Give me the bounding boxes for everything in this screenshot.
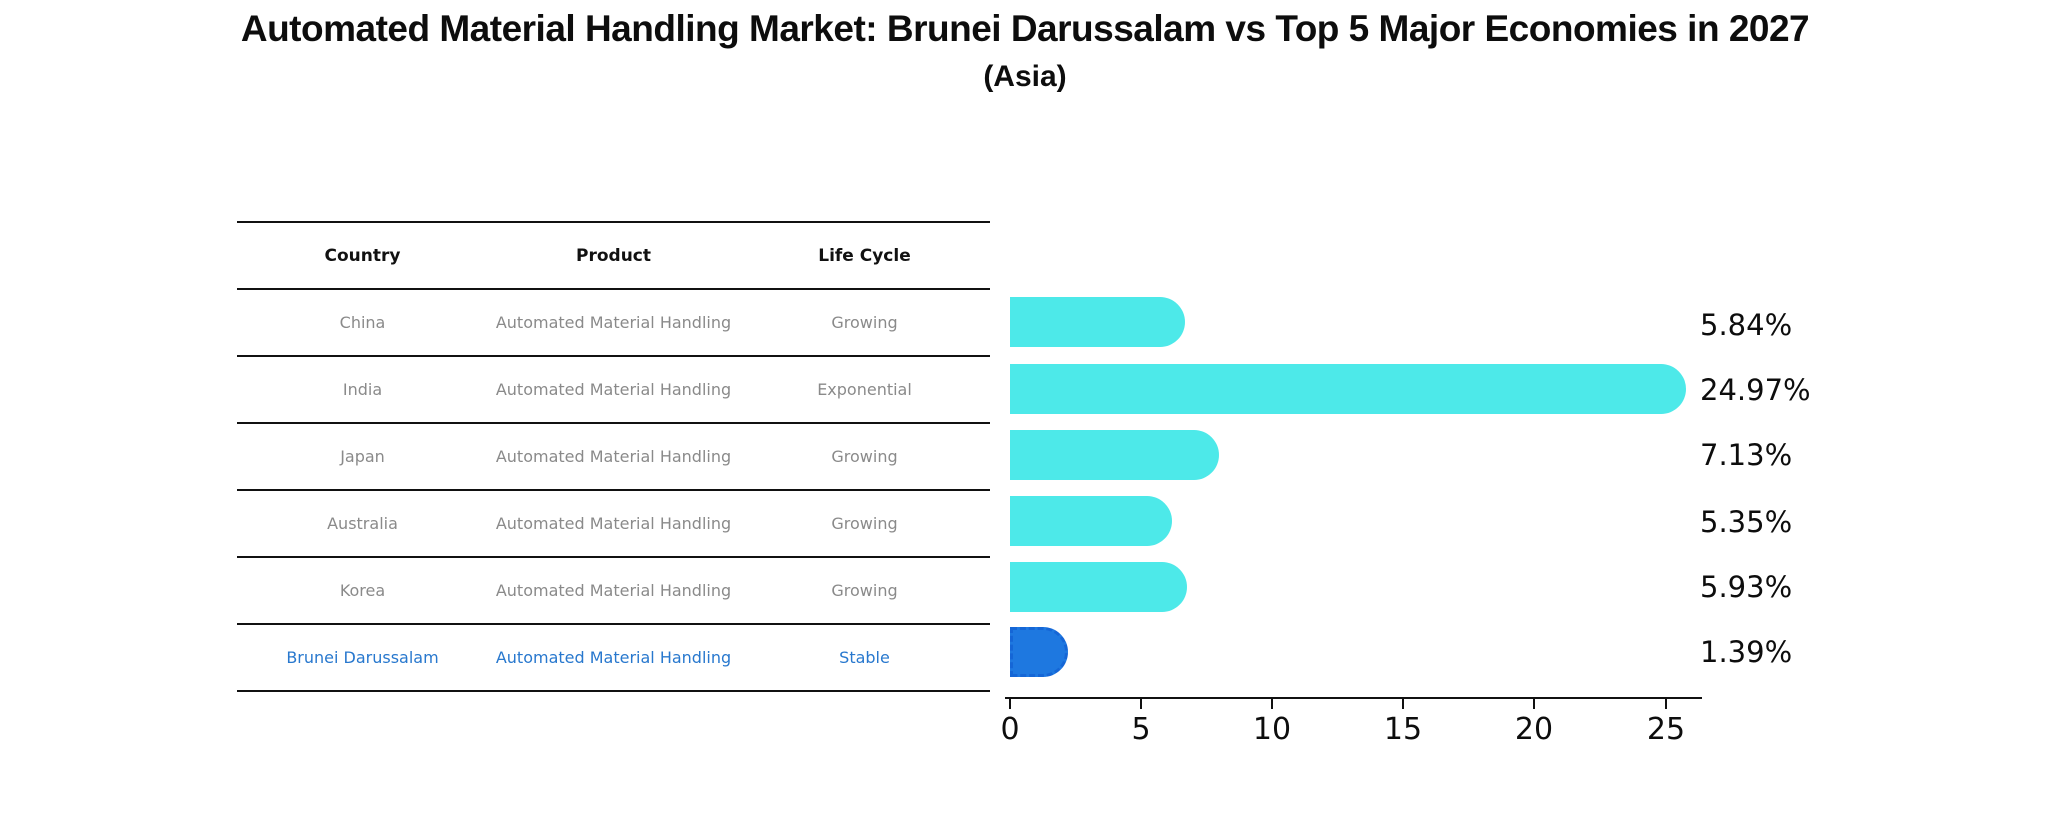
column-header-country: Country (324, 245, 401, 266)
page-subtitle: (Asia) (983, 60, 1067, 93)
bar-value-label: 1.39% (1700, 635, 1793, 669)
cell-life-cycle: Stable (839, 648, 890, 667)
x-axis-tick (1665, 699, 1667, 709)
bar-value-label: 5.84% (1700, 308, 1793, 342)
cell-product: Automated Material Handling (495, 447, 732, 466)
x-axis-tick-label: 20 (1514, 712, 1554, 747)
bar-value-label: 7.13% (1700, 438, 1793, 472)
table-row: India Automated Material Handling Expone… (237, 357, 990, 424)
chart-bar-india (1010, 364, 1686, 414)
bar-value-label: 5.93% (1700, 570, 1793, 604)
table-row: Australia Automated Material Handling Gr… (237, 491, 990, 558)
x-axis-tick-label: 10 (1252, 712, 1292, 747)
cell-life-cycle: Exponential (817, 380, 912, 399)
chart-bar-australia (1010, 496, 1172, 546)
x-axis-tick (1140, 699, 1142, 709)
cell-product: Automated Material Handling (495, 648, 732, 667)
page-title: Automated Material Handling Market: Brun… (240, 8, 1810, 49)
column-header-product: Product (576, 245, 651, 266)
chart-bar-china (1010, 297, 1185, 347)
x-axis-tick (1271, 699, 1273, 709)
cell-life-cycle: Growing (831, 447, 898, 466)
table-header-row: Country Product Life Cycle (237, 223, 990, 290)
x-axis-tick-label: 5 (1131, 712, 1151, 747)
cell-country: India (342, 380, 383, 399)
chart-bar-korea (1010, 562, 1187, 612)
x-axis-tick-label: 0 (1000, 712, 1020, 747)
x-axis-tick-label: 15 (1383, 712, 1423, 747)
table-row: China Automated Material Handling Growin… (237, 290, 990, 357)
table-row-brunei-highlight: Brunei Darussalam Automated Material Han… (237, 625, 990, 692)
cell-country: China (339, 313, 386, 332)
cell-product: Automated Material Handling (495, 581, 732, 600)
chart-bar-brunei-darussalam (1010, 627, 1068, 677)
chart-bar-japan (1010, 430, 1219, 480)
cell-country: Australia (327, 514, 398, 533)
cell-country: Korea (339, 581, 386, 600)
cell-country: Japan (340, 447, 385, 466)
cell-life-cycle: Growing (831, 514, 898, 533)
x-axis-line (1005, 697, 1702, 699)
cell-product: Automated Material Handling (495, 380, 732, 399)
cell-product: Automated Material Handling (495, 514, 732, 533)
x-axis-tick-label: 25 (1646, 712, 1686, 747)
x-axis-tick (1402, 699, 1404, 709)
bar-value-label: 5.35% (1700, 505, 1793, 539)
bar-value-label: 24.97% (1700, 373, 1811, 407)
column-header-life-cycle: Life Cycle (818, 245, 911, 266)
table-row: Japan Automated Material Handling Growin… (237, 424, 990, 491)
x-axis-tick (1533, 699, 1535, 709)
x-axis-tick (1009, 699, 1011, 709)
table-row: Korea Automated Material Handling Growin… (237, 558, 990, 625)
cell-life-cycle: Growing (831, 581, 898, 600)
cell-life-cycle: Growing (831, 313, 898, 332)
cell-country: Brunei Darussalam (286, 648, 439, 667)
country-table: Country Product Life Cycle China Automat… (237, 221, 990, 692)
cell-product: Automated Material Handling (495, 313, 732, 332)
